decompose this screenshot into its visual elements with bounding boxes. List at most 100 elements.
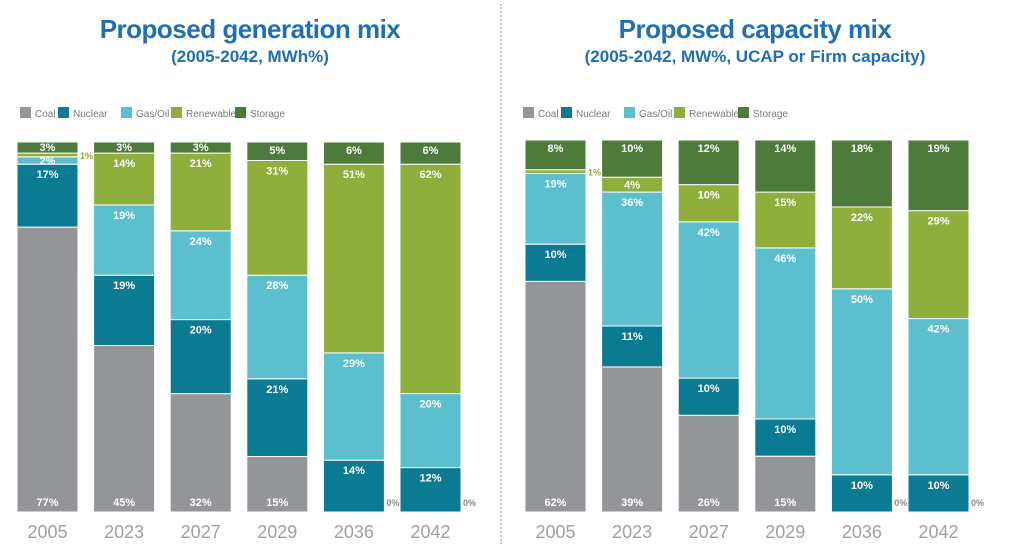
legend-swatch <box>674 107 685 118</box>
data-label: 62% <box>544 497 566 509</box>
bar-segment-renewables <box>524 169 587 174</box>
bar-segment-storage <box>399 141 462 165</box>
bar-segment-storage <box>246 141 309 161</box>
data-label: 14% <box>774 143 796 155</box>
capacity-mix-panel: Proposed capacity mix (2005-2042, MW%, U… <box>505 0 1005 549</box>
legend-label: Nuclear <box>576 109 611 120</box>
data-label: 6% <box>423 145 439 157</box>
data-label: 26% <box>698 497 720 509</box>
data-label: 20% <box>419 399 441 411</box>
bar-segment-nuclear <box>754 418 817 457</box>
data-label: 12% <box>419 473 441 485</box>
bar-segment-renewables <box>907 210 970 320</box>
bar-segment-storage <box>322 141 385 165</box>
bar-segment-gasoil <box>907 318 970 476</box>
bar-segment-storage <box>601 139 664 178</box>
legend-item-renewables: Renewables <box>171 107 241 120</box>
data-label: 12% <box>698 143 720 155</box>
x-tick-label: 2027 <box>181 522 221 542</box>
data-label: 15% <box>774 197 796 209</box>
legend-item-coal: Coal <box>20 107 56 120</box>
data-label: 14% <box>343 465 365 477</box>
data-label: 21% <box>190 158 212 170</box>
legend-label: Coal <box>35 109 56 120</box>
bar-segment-coal <box>677 414 740 513</box>
data-label: 21% <box>266 384 288 396</box>
bar-segment-gasoil <box>677 221 740 379</box>
data-label: 19% <box>113 210 135 222</box>
bar-segment-storage <box>677 139 740 186</box>
bar-segment-gasoil <box>601 191 664 327</box>
legend-swatch <box>20 107 31 118</box>
data-label: 0% <box>971 498 984 508</box>
bar-segment-renewables <box>93 152 156 206</box>
data-label: 62% <box>419 169 441 181</box>
bar-segment-gasoil <box>830 288 893 476</box>
data-label: 46% <box>774 253 796 265</box>
data-label: 0% <box>386 498 399 508</box>
data-label: 10% <box>698 190 720 202</box>
x-tick-label: 2027 <box>689 522 729 542</box>
chart-subtitle: (2005-2042, MWh%) <box>171 47 329 66</box>
bar-segment-coal <box>754 455 817 513</box>
legend-item-nuclear: Nuclear <box>58 107 108 120</box>
bar-segment-gasoil <box>524 172 587 245</box>
data-label: 19% <box>927 143 949 155</box>
legend-swatch <box>624 107 635 118</box>
data-label: 10% <box>774 424 796 436</box>
x-tick-label: 2005 <box>535 522 575 542</box>
data-label: 15% <box>266 497 288 509</box>
legend-label: Nuclear <box>73 109 108 120</box>
bar-segment-nuclear <box>169 319 232 395</box>
data-label: 1% <box>80 151 93 161</box>
data-label: 19% <box>113 280 135 292</box>
data-label: 50% <box>851 294 873 306</box>
data-label: 3% <box>116 142 132 154</box>
x-tick-label: 2036 <box>334 522 374 542</box>
data-label: 3% <box>193 142 209 154</box>
data-label: 24% <box>190 236 212 248</box>
bar-segment-renewables <box>322 163 385 354</box>
data-label: 17% <box>36 169 58 181</box>
data-label: 10% <box>927 480 949 492</box>
bar-segment-coal <box>93 345 156 513</box>
legend-label: Storage <box>250 109 285 120</box>
data-label: 2% <box>40 156 56 168</box>
data-label: 5% <box>269 145 285 157</box>
data-label: 36% <box>621 197 643 209</box>
x-tick-label: 2029 <box>765 522 805 542</box>
data-label: 51% <box>343 169 365 181</box>
bar-segment-coal <box>246 456 309 513</box>
legend-label: Renewables <box>186 109 241 120</box>
data-label: 10% <box>851 480 873 492</box>
data-label: 4% <box>624 180 640 192</box>
x-tick-label: 2023 <box>104 522 144 542</box>
data-label: 29% <box>343 358 365 370</box>
legend-item-gasoil: Gas/Oil <box>121 107 169 120</box>
bar-segment-storage <box>169 141 232 154</box>
data-label: 39% <box>621 497 643 509</box>
legend-label: Gas/Oil <box>639 109 672 120</box>
bar-segment-gasoil <box>169 230 232 321</box>
x-tick-label: 2005 <box>27 522 67 542</box>
legend-item-coal: Coal <box>523 107 559 120</box>
generation-mix-panel: Proposed generation mix (2005-2042, MWh%… <box>0 0 500 549</box>
bar-segment-nuclear <box>677 377 740 416</box>
legend-swatch <box>121 107 132 118</box>
legend-swatch <box>171 107 182 118</box>
bar-segment-renewables <box>246 160 309 276</box>
data-label: 1% <box>588 168 601 178</box>
chart-subtitle: (2005-2042, MW%, UCAP or Firm capacity) <box>584 47 926 66</box>
bar-segment-storage <box>93 141 156 154</box>
bar-segment-renewables <box>169 152 232 232</box>
bar-segment-coal <box>169 393 232 513</box>
capacity-mix-chart: Coal Nuclear Gas/Oil Renewables Storage 62% 10… <box>523 107 984 542</box>
data-label: 8% <box>548 143 564 155</box>
data-label: 28% <box>266 280 288 292</box>
bar-segment-nuclear <box>524 243 587 282</box>
data-label: 31% <box>266 166 288 178</box>
legend-item-nuclear: Nuclear <box>561 107 611 120</box>
bar-segment-storage <box>754 139 817 193</box>
legend-item-storage: Storage <box>738 107 788 120</box>
bar-segment-coal <box>16 226 79 513</box>
